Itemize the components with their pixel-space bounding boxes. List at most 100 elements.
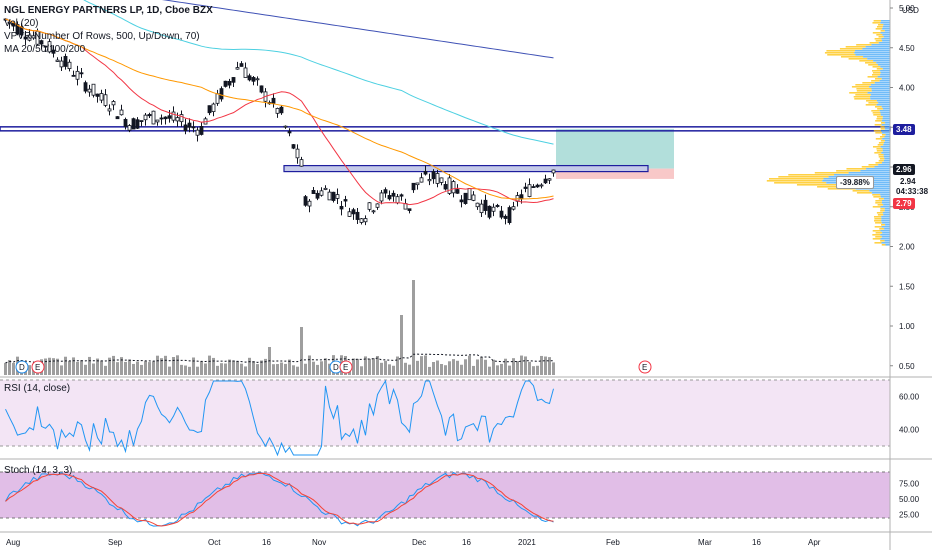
vpvr-bar-down — [870, 94, 890, 96]
vpvr-bar-down — [880, 66, 890, 68]
event-marker — [15, 360, 29, 374]
volume-bar — [536, 365, 539, 375]
price-tick-label: 1.50 — [899, 282, 915, 291]
vpvr-bar-down — [881, 120, 890, 122]
vpvr-bar-up — [877, 204, 884, 206]
stoch-band — [0, 472, 890, 518]
vpvr-bar-down — [871, 88, 890, 90]
volume-bar — [432, 361, 435, 375]
volume-bar — [148, 362, 151, 375]
vpvr-bar-down — [881, 124, 890, 126]
vpvr-bar-up — [875, 138, 883, 140]
vpvr-bar-down — [879, 110, 890, 112]
volume-bar — [396, 356, 399, 375]
candle-body — [347, 211, 352, 217]
candle-body — [283, 125, 288, 128]
volume-bar — [248, 357, 251, 375]
event-marker-label: E — [343, 363, 348, 372]
volume-bar — [180, 364, 183, 375]
vpvr-bar-down — [881, 220, 890, 222]
candle-body — [451, 181, 456, 194]
candle-body — [291, 144, 296, 149]
vpvr-bar-up — [874, 242, 882, 244]
stoch-tick-label: 75.00 — [899, 480, 920, 489]
vpvr-bar-down — [883, 160, 890, 162]
vpvr-bar-down — [855, 54, 890, 56]
rsi-legend[interactable]: RSI (14, close) — [4, 383, 71, 394]
volume-bar — [324, 358, 327, 375]
volume-bar — [448, 361, 451, 375]
vpvr-bar-down — [883, 36, 890, 38]
resistance-price-badge: 3.48 — [893, 124, 915, 135]
candle-body — [63, 56, 68, 67]
ma100-line — [83, 0, 554, 145]
stoch-pane[interactable]: 75.00 50.00 25.00 — [0, 471, 920, 527]
candle-body — [247, 75, 252, 81]
candle-body — [339, 205, 344, 210]
vpvr-bar-down — [871, 44, 890, 46]
vpvr-bar-up — [880, 208, 885, 210]
candle-body — [251, 77, 256, 82]
candle-body — [211, 103, 216, 113]
rsi-pane[interactable]: 60.00 40.00 — [0, 379, 920, 457]
vpvr-bar-up — [874, 124, 882, 126]
time-tick-label: 16 — [262, 538, 271, 547]
symbol-title[interactable]: NGL ENERGY PARTNERS LP, 1D, Cboe BZX — [4, 5, 213, 16]
volume-bar — [96, 358, 99, 375]
rsi-line — [5, 379, 554, 457]
vpvr-bar-up — [872, 238, 881, 240]
vpvr-bar-up — [824, 52, 855, 54]
vpvr-bar-down — [882, 34, 890, 36]
vpvr-bar-up — [873, 130, 882, 132]
vpvr-bar-up — [845, 46, 866, 48]
price-scale[interactable]: 5.004.504.003.503.002.502.001.501.000.50 — [889, 0, 915, 550]
volume-bar — [244, 366, 247, 375]
volume-ma-line — [5, 353, 554, 364]
vpvr-bar-down — [882, 150, 890, 152]
volume-bar — [412, 280, 415, 375]
candle-body — [191, 126, 196, 129]
volume-bar — [444, 365, 447, 375]
ma-legend[interactable]: MA 20/50/100/200 — [4, 44, 86, 55]
price-tick-label: 1.00 — [899, 322, 915, 331]
vpvr-bar-up — [875, 232, 883, 234]
vpvr-bar-up — [875, 236, 882, 238]
vpvr-bar-up — [867, 76, 878, 78]
vpvr-bar-down — [881, 216, 890, 218]
volume-bar — [212, 357, 215, 375]
candle-body — [99, 93, 104, 101]
candle-body — [523, 186, 528, 189]
vpvr-bar-down — [881, 218, 890, 220]
volume-legend[interactable]: Vol (20) — [4, 18, 39, 29]
time-tick-label: 16 — [462, 538, 471, 547]
vpvr-bar-up — [876, 68, 883, 70]
volume-bar — [460, 364, 463, 375]
candle-body — [31, 35, 36, 39]
vpvr-bar-up — [875, 162, 883, 164]
candle-body — [355, 211, 360, 220]
time-tick-label: Sep — [108, 538, 123, 547]
candle-body — [231, 77, 236, 83]
volume-bar — [360, 366, 363, 375]
vpvr-bar-up — [877, 24, 884, 26]
candle-body — [187, 122, 192, 128]
time-scale[interactable]: Aug Sep Oct 16 Nov Dec 16 2021 Feb Mar 16 Apr — [6, 538, 821, 547]
stoch-legend[interactable]: Stoch (14, 3, 3) — [4, 465, 73, 476]
volume-bar — [4, 362, 7, 375]
candle-body — [423, 171, 428, 175]
vpvr-bar-up — [841, 56, 864, 58]
vpvr-bar-down — [867, 58, 890, 60]
vpvr-bar-down — [883, 142, 890, 144]
vpvr-bar-down — [880, 234, 890, 236]
vpvr-bar-down — [878, 42, 890, 44]
vpvr-legend[interactable]: VPVR Number Of Rows, 500, Up/Down, 70) — [4, 31, 200, 42]
main-pane[interactable] — [0, 0, 932, 533]
candle-body — [39, 40, 44, 45]
vpvr-bar-up — [880, 126, 885, 128]
vpvr-bar-down — [880, 146, 890, 148]
candle-body — [415, 182, 420, 186]
vpvr-bar-down — [880, 114, 890, 116]
vpvr-bar-down — [880, 22, 890, 24]
vpvr-bar-up — [856, 88, 872, 90]
